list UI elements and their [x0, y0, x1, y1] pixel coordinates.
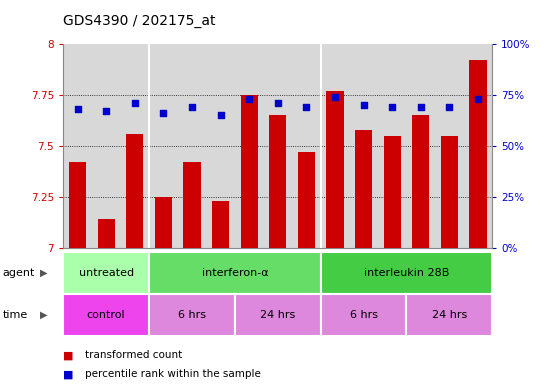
Bar: [63, 252, 149, 294]
Text: ▶: ▶: [40, 268, 47, 278]
Bar: [240, 95, 258, 248]
Point: [445, 104, 454, 110]
Bar: [126, 134, 144, 248]
Text: GDS4390 / 202175_at: GDS4390 / 202175_at: [63, 14, 216, 28]
Bar: [63, 294, 149, 336]
Bar: [441, 136, 458, 248]
Text: 6 hrs: 6 hrs: [178, 310, 206, 320]
Text: 6 hrs: 6 hrs: [350, 310, 377, 320]
Point: [73, 106, 82, 113]
Point: [331, 94, 339, 100]
Bar: [412, 115, 430, 248]
Bar: [69, 162, 86, 248]
Bar: [321, 252, 492, 294]
Bar: [212, 201, 229, 248]
Text: ▶: ▶: [40, 310, 47, 320]
Point: [474, 96, 482, 102]
Bar: [469, 60, 487, 248]
Bar: [355, 130, 372, 248]
Bar: [149, 294, 235, 336]
Bar: [97, 219, 115, 248]
Point: [188, 104, 196, 110]
Point: [245, 96, 254, 102]
Bar: [383, 136, 401, 248]
Point: [359, 102, 368, 108]
Point: [216, 112, 225, 118]
Bar: [269, 115, 287, 248]
Text: interleukin 28B: interleukin 28B: [364, 268, 449, 278]
Point: [416, 104, 425, 110]
Text: agent: agent: [3, 268, 35, 278]
Bar: [183, 162, 201, 248]
Bar: [235, 294, 321, 336]
Text: ■: ■: [63, 369, 74, 379]
Bar: [149, 252, 321, 294]
Point: [130, 100, 139, 106]
Text: untreated: untreated: [79, 268, 134, 278]
Point: [273, 100, 282, 106]
Text: ■: ■: [63, 350, 74, 360]
Point: [159, 110, 168, 116]
Point: [388, 104, 397, 110]
Point: [102, 108, 111, 114]
Text: 24 hrs: 24 hrs: [432, 310, 467, 320]
Text: time: time: [3, 310, 28, 320]
Bar: [298, 152, 315, 248]
Text: transformed count: transformed count: [85, 350, 183, 360]
Bar: [321, 294, 406, 336]
Text: interferon-α: interferon-α: [201, 268, 268, 278]
Bar: [326, 91, 344, 248]
Text: 24 hrs: 24 hrs: [260, 310, 295, 320]
Text: control: control: [87, 310, 125, 320]
Bar: [406, 294, 492, 336]
Point: [302, 104, 311, 110]
Text: percentile rank within the sample: percentile rank within the sample: [85, 369, 261, 379]
Bar: [155, 197, 172, 248]
